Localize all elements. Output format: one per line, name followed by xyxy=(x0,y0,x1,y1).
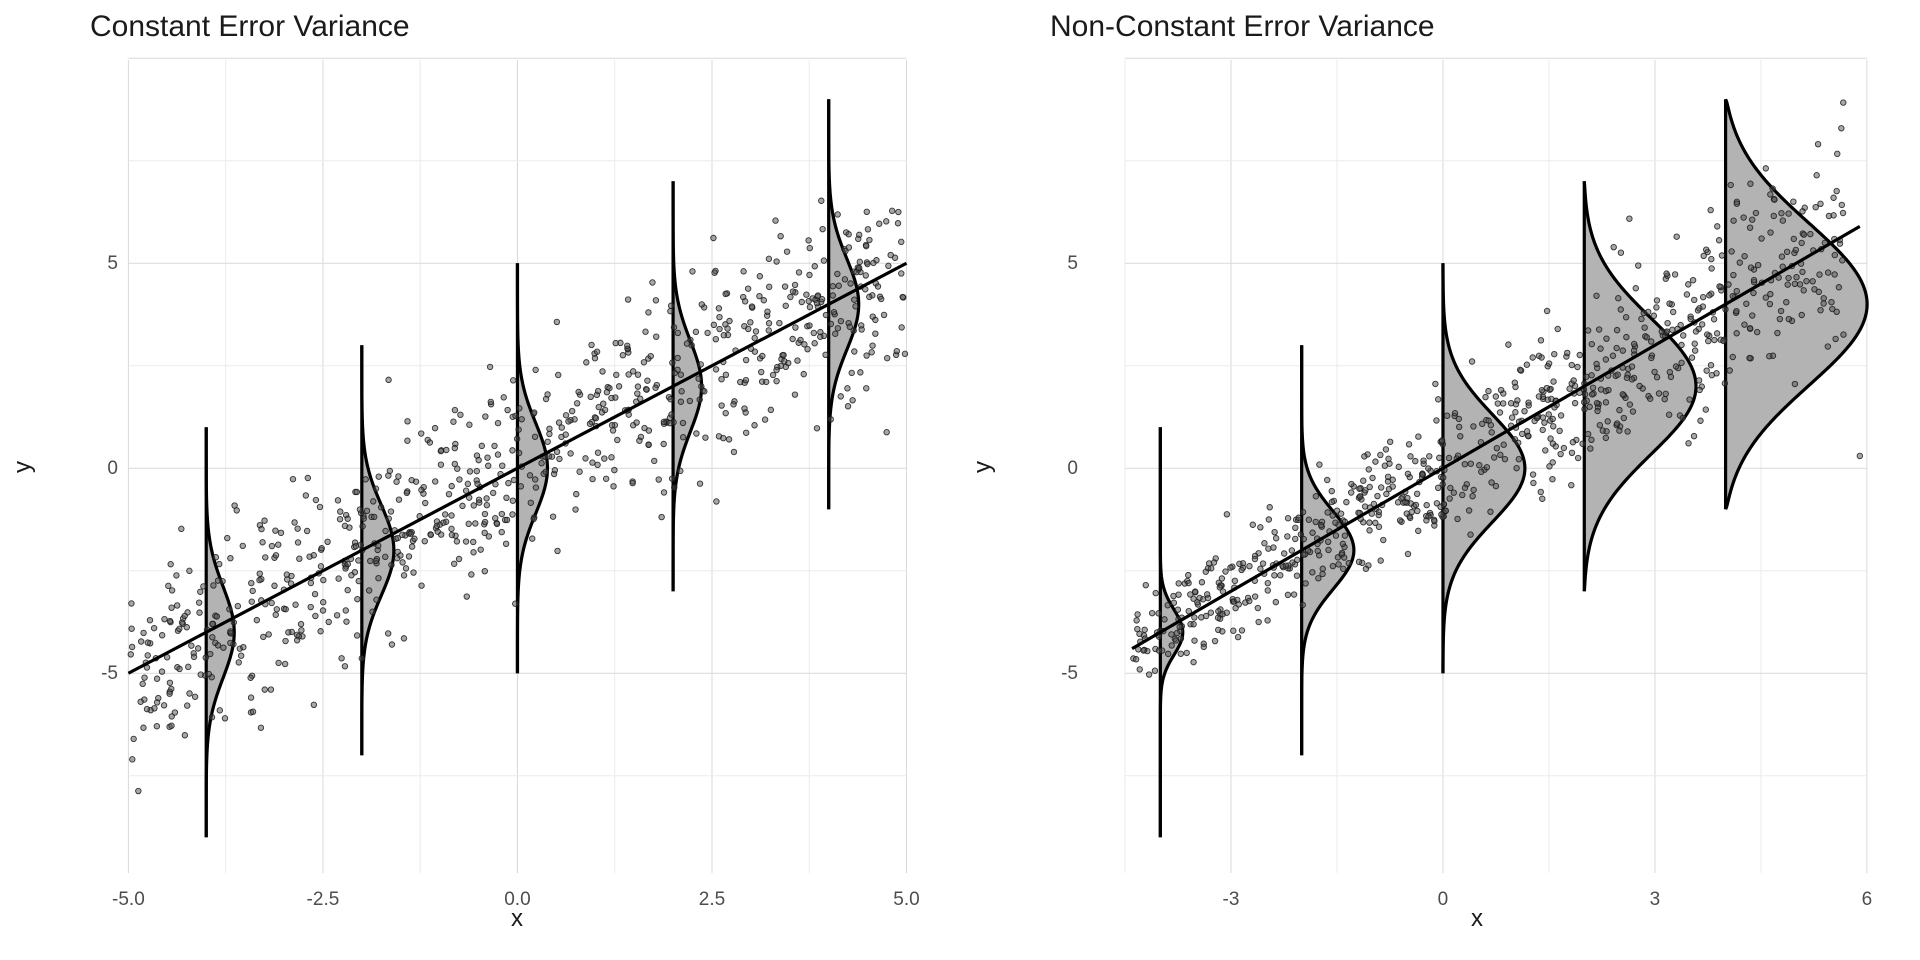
svg-text:5: 5 xyxy=(107,253,118,274)
svg-text:0: 0 xyxy=(1067,458,1078,479)
svg-text:2.5: 2.5 xyxy=(699,889,725,910)
svg-text:3: 3 xyxy=(1650,889,1661,910)
svg-text:-5.0: -5.0 xyxy=(112,889,145,910)
svg-text:0: 0 xyxy=(1438,889,1449,910)
svg-text:0: 0 xyxy=(107,458,118,479)
svg-text:6: 6 xyxy=(1862,889,1873,910)
svg-text:-5: -5 xyxy=(101,663,118,684)
svg-text:5: 5 xyxy=(1067,253,1078,274)
svg-text:-3: -3 xyxy=(1223,889,1240,910)
svg-text:-5: -5 xyxy=(1061,663,1078,684)
svg-text:-2.5: -2.5 xyxy=(307,889,340,910)
svg-text:5.0: 5.0 xyxy=(893,889,919,910)
